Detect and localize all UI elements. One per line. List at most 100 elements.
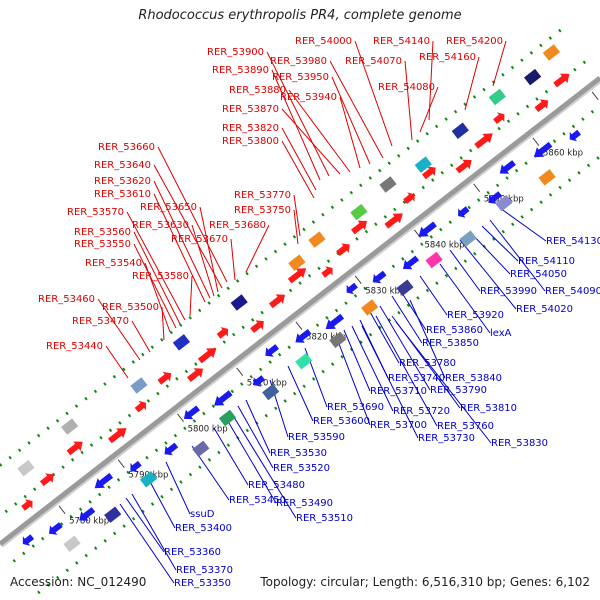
forward-gene-leader-line [354,40,393,147]
forward-gene-arrow [39,473,54,487]
reverse-gene-box [104,506,122,523]
forward-gene-label: RER_53580 [132,271,189,282]
forward-gene-label: RER_54000 [295,36,352,47]
forward-gene-box [288,254,306,271]
forward-gene-arrow [197,348,217,364]
forward-gene-label: RER_54070 [345,56,402,67]
forward-gene-leader-line [153,193,206,303]
ruler-tick-label: 5800 kbp [188,425,228,435]
ruler-tick-mark [58,505,66,515]
forward-gene-leader-line [404,60,413,141]
forward-gene-label: RER_53500 [102,302,159,313]
reverse-gene-arrow [22,534,35,546]
reverse-gene-leader-line [449,249,481,292]
forward-gene-leader-line [153,164,223,289]
forward-gene-label: RER_53560 [74,227,131,238]
reverse-gene-label: RER_53400 [175,523,232,534]
ruler-tick-mark [591,91,599,100]
forward-gene-box [308,231,326,248]
forward-gene-label: RER_53540 [85,258,142,269]
reverse-gene-leader-line [399,289,427,331]
reverse-gene-label: ssuD [190,509,215,520]
reverse-gene-label: RER_53990 [480,286,537,297]
forward-gene-arrow [269,294,285,309]
forward-gene-label: RER_53640 [94,160,151,171]
forward-gene-leader-line [281,108,341,175]
forward-gene-leader-line [293,194,301,237]
reverse-gene-leader-line [481,225,519,262]
reverse-gene-label: RER_53790 [430,385,487,396]
forward-gene-leader-line [331,76,371,165]
reverse-gene-label: RER_53530 [270,448,327,459]
forward-gene-label: RER_53470 [72,316,129,327]
reverse-gene-arrow [79,507,96,521]
forward-gene-box [130,377,148,394]
reverse-gene-label: RER_53510 [296,513,353,524]
reverse-gene-label: lexA [490,328,512,339]
forward-gene-box [350,203,368,221]
reverse-gene-leader-line [147,477,176,529]
reverse-gene-label: RER_53780 [399,358,456,369]
reverse-gene-leader-line [379,305,431,391]
forward-gene-label: RER_53980 [270,56,327,67]
reverse-gene-label: RER_53360 [164,547,221,558]
reverse-gene-label: RER_54020 [516,304,573,315]
forward-gene-leader-line [199,206,219,293]
forward-gene-box [230,294,248,311]
reverse-gene-leader-line [419,275,448,316]
forward-gene-leader-line [161,306,165,341]
forward-gene-leader-line [126,211,186,321]
forward-gene-label: RER_53550 [74,239,131,250]
forward-gene-arrow [287,268,307,284]
forward-gene-leader-line [464,56,480,111]
forward-gene-label: RER_53650 [140,202,197,213]
reverse-gene-label: RER_53480 [248,480,305,491]
forward-gene-arrow [336,243,350,256]
reverse-gene-arrow [295,329,312,343]
forward-gene-label: RER_54160 [419,52,476,63]
forward-gene-arrow [321,266,333,278]
forward-gene-box [542,44,560,61]
reverse-gene-arrow [253,375,266,387]
forward-gene-label: RER_53880 [229,85,286,96]
forward-gene-arrow [250,320,264,333]
forward-gene-label: RER_53620 [94,176,151,187]
forward-gene-box [451,122,469,139]
forward-gene-label: RER_53890 [212,65,269,76]
forward-gene-leader-line [419,86,439,133]
reverse-gene-label: RER_53690 [327,402,384,413]
forward-gene-leader-line [144,262,171,333]
reverse-gene-leader-line [351,325,394,412]
reverse-gene-arrow [214,390,233,406]
reverse-gene-label: RER_53730 [418,433,475,444]
reverse-gene-box [63,535,81,552]
reverse-gene-leader-line [459,239,517,310]
ruler-tick-label: 5780 kbp [69,517,109,527]
reverse-gene-label: RER_53450 [229,495,286,506]
forward-gene-leader-line [133,231,181,325]
reverse-gene-arrow [183,405,200,420]
forward-gene-label: RER_53750 [234,205,291,216]
genome-backbone [0,76,600,546]
forward-gene-leader-line [288,89,351,173]
reverse-gene-label: RER_53740 [388,373,445,384]
reverse-gene-label: RER_53590 [288,432,345,443]
forward-gene-label: RER_53570 [67,207,124,218]
ruler-tick-mark [532,137,540,146]
forward-gene-arrow [553,73,570,88]
reverse-gene-label: RER_53810 [460,403,517,414]
forward-gene-label: RER_53950 [272,72,329,83]
forward-gene-arrow [157,372,172,385]
reverse-gene-label: RER_53920 [447,310,504,321]
ruler-tick-label: 5860 kbp [543,149,583,159]
forward-gene-leader-line [133,243,177,329]
reverse-gene-leader-line [231,413,297,519]
reverse-gene-leader-line [409,299,446,379]
forward-gene-leader-line [189,275,193,317]
reverse-gene-leader-line [375,315,438,427]
reverse-gene-label: RER_53760 [437,421,494,432]
reverse-gene-leader-line [213,427,249,486]
reverse-gene-box [538,169,556,186]
reverse-gene-leader-line [369,311,400,364]
forward-gene-label: RER_53800 [222,136,279,147]
